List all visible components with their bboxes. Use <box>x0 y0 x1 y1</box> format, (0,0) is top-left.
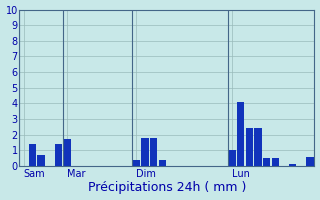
Bar <box>263 158 270 166</box>
Bar <box>272 158 279 166</box>
Bar <box>133 160 140 166</box>
Bar <box>63 139 71 166</box>
Bar <box>254 128 262 166</box>
Bar <box>150 138 157 166</box>
Bar <box>159 160 166 166</box>
Bar <box>237 102 244 166</box>
Bar <box>37 155 44 166</box>
Bar <box>307 157 314 166</box>
Bar <box>28 144 36 166</box>
X-axis label: Précipitations 24h ( mm ): Précipitations 24h ( mm ) <box>88 181 246 194</box>
Bar <box>55 144 62 166</box>
Bar <box>228 150 236 166</box>
Bar <box>141 138 149 166</box>
Bar <box>289 164 296 166</box>
Bar <box>246 128 253 166</box>
